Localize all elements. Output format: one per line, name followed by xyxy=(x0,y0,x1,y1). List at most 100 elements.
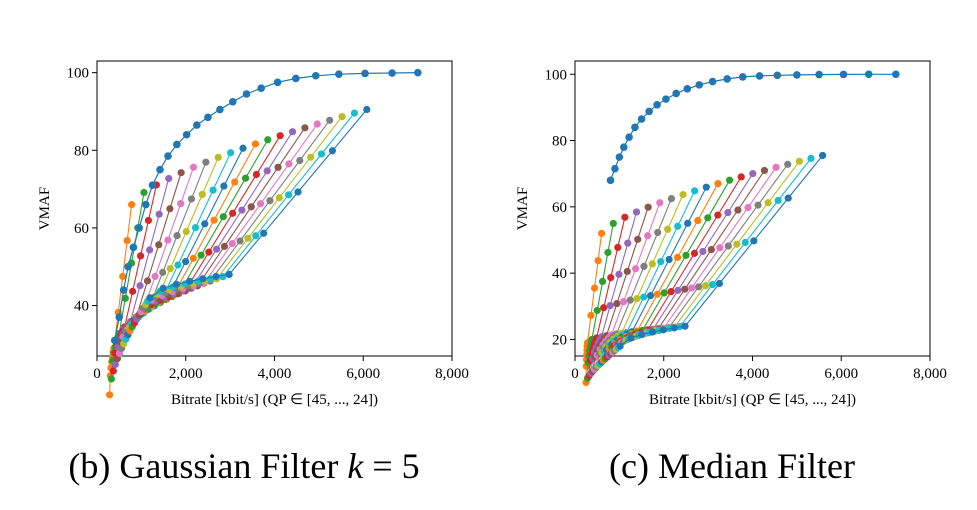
ladder-point xyxy=(252,232,260,240)
x-tick-label: 0 xyxy=(571,366,579,382)
reference-point xyxy=(637,115,646,123)
ladder-point xyxy=(121,294,129,302)
ladder-point xyxy=(238,206,246,214)
ladder-line xyxy=(612,166,777,353)
reference-point xyxy=(631,123,639,132)
ladder-point xyxy=(807,154,815,162)
ladder-point xyxy=(664,225,672,233)
reference-point xyxy=(620,143,628,151)
y-axis-label: VMAF xyxy=(37,187,53,230)
ladder-point xyxy=(109,367,117,375)
ladder-point xyxy=(632,208,641,216)
ladder-point xyxy=(173,232,181,240)
reference-point xyxy=(388,69,396,77)
ladder-point xyxy=(670,324,678,332)
ladder-point xyxy=(140,188,148,197)
ladder-point xyxy=(621,213,629,221)
ladder-point xyxy=(819,151,827,160)
ladder-point xyxy=(220,182,228,190)
ladder-point xyxy=(624,239,632,247)
ladder-point xyxy=(307,153,315,161)
ladder-point xyxy=(244,234,252,242)
reference-point xyxy=(708,77,717,86)
reference-point xyxy=(793,71,801,79)
reference-point xyxy=(142,200,150,209)
ladder-point xyxy=(744,203,752,212)
ladder-point xyxy=(702,183,710,191)
ladder-point xyxy=(587,311,595,319)
reference-point xyxy=(182,130,191,139)
ladder-point xyxy=(657,258,665,266)
ladder-point xyxy=(182,257,190,266)
ladder-point xyxy=(264,136,272,144)
ladder-point xyxy=(716,244,724,252)
ladder-point xyxy=(172,280,180,288)
ladder-point xyxy=(632,265,640,273)
reference-point xyxy=(257,84,265,92)
ladder-point xyxy=(155,241,163,249)
ladder-point xyxy=(598,229,606,237)
ladder-point xyxy=(197,251,205,259)
x-tick-label: 2,000 xyxy=(647,366,681,382)
ladder-point xyxy=(146,246,154,254)
x-tick-label: 6,000 xyxy=(346,366,380,382)
ladder-point xyxy=(616,342,624,350)
ladder-point xyxy=(185,277,194,285)
y-tick-label: 80 xyxy=(552,134,567,150)
ladder-point xyxy=(212,272,220,281)
ladder-point xyxy=(199,275,207,283)
ladder-point xyxy=(653,290,661,298)
ladder-point xyxy=(667,288,675,296)
ladder-point xyxy=(210,216,218,224)
ladder-point xyxy=(189,254,197,262)
ladder-point xyxy=(350,109,359,117)
ladder-point xyxy=(659,326,668,334)
ladder-point xyxy=(772,163,780,171)
ladder-point xyxy=(296,156,304,165)
ladder-point xyxy=(715,279,724,288)
reference-point xyxy=(173,140,181,149)
ladder-point xyxy=(733,240,741,248)
reference-point xyxy=(115,313,123,321)
y-tick-label: 60 xyxy=(552,200,567,216)
ladder-point xyxy=(129,287,137,295)
ladder-point xyxy=(681,322,689,330)
ladder-point xyxy=(338,113,346,121)
ladder-point xyxy=(260,229,268,237)
ladder-point xyxy=(205,248,213,256)
ladder-point xyxy=(604,248,612,257)
ladder-point xyxy=(231,178,239,186)
ladder-point xyxy=(317,150,326,158)
ladder-point xyxy=(688,284,696,292)
ladder-point xyxy=(750,237,758,245)
reference-point xyxy=(110,336,119,345)
ladder-point xyxy=(263,167,271,175)
ladder-point xyxy=(724,242,732,250)
reference-point xyxy=(773,71,782,80)
reference-point xyxy=(606,176,615,185)
ladder-point xyxy=(119,272,127,281)
ladder-point xyxy=(294,188,302,196)
y-tick-label: 80 xyxy=(74,143,89,159)
ladder-point xyxy=(227,149,235,157)
ladder-point xyxy=(166,264,174,273)
reference-point xyxy=(615,153,624,161)
reference-point xyxy=(755,72,764,80)
ladder-point xyxy=(136,282,144,290)
x-tick-label: 6,000 xyxy=(824,366,858,382)
ladder-point xyxy=(708,280,717,289)
ladder-point xyxy=(701,282,710,290)
ladder-point xyxy=(313,120,321,128)
ladder-point xyxy=(707,245,715,254)
reference-point xyxy=(129,243,138,252)
ladder-point xyxy=(229,209,237,217)
ladder-point xyxy=(749,170,757,178)
x-tick-label: 8,000 xyxy=(435,366,469,382)
ladder-point xyxy=(627,334,635,342)
caption-median-text: (c) Median Filter xyxy=(609,446,855,486)
reference-point xyxy=(135,224,143,232)
ladder-point xyxy=(694,216,702,225)
reference-point xyxy=(645,107,653,116)
ladder-point xyxy=(274,163,282,171)
ladder-point xyxy=(123,236,131,245)
